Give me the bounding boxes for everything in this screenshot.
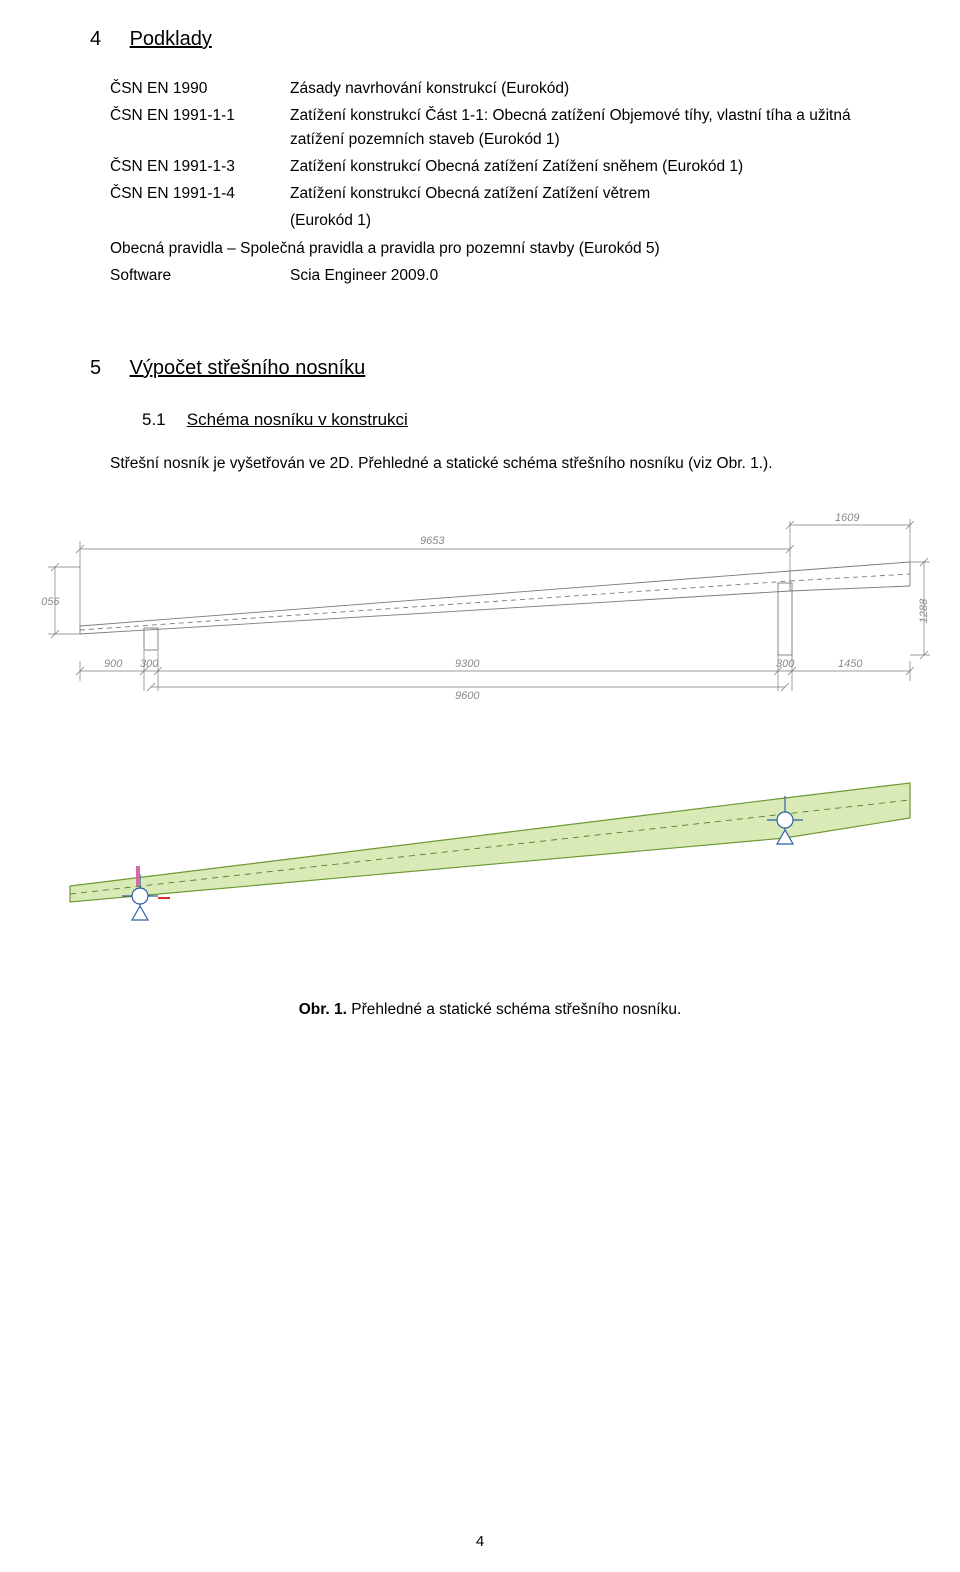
dim-b4: 1450 (838, 658, 863, 670)
def-term: ČSN EN 1990 (110, 77, 290, 100)
definitions-list: ČSN EN 1990 Zásady navrhování konstrukcí… (110, 77, 870, 287)
extra-line: Obecná pravidla – Společná pravidla a pr… (110, 237, 870, 260)
section-5-num: 5 (90, 357, 124, 380)
diagram-bottom (40, 746, 930, 961)
diagram-top: 9653 1609 1056 1056 (40, 511, 930, 706)
software-val: Scia Engineer 2009.0 (290, 264, 870, 287)
def-term: ČSN EN 1991-1-4 (110, 182, 290, 205)
def-val: (Eurokód 1) (290, 209, 870, 232)
caption-label: Obr. 1. (299, 1001, 347, 1018)
subsection-5-1-num: 5.1 (142, 410, 182, 430)
dim-b0: 900 (104, 658, 123, 670)
diagram-bottom-svg (40, 746, 930, 956)
dim-b2: 9300 (455, 658, 480, 670)
def-val: Zatížení konstrukcí Obecná zatížení Zatí… (290, 182, 870, 205)
def-row: ČSN EN 1991-1-4 Zatížení konstrukcí Obec… (110, 182, 870, 205)
def-term: ČSN EN 1991-1-1 (110, 104, 290, 127)
def-row-software: Software Scia Engineer 2009.0 (110, 264, 870, 287)
body-paragraph: Střešní nosník je vyšetřován ve 2D. Přeh… (110, 452, 870, 475)
def-row: ČSN EN 1990 Zásady navrhování konstrukcí… (110, 77, 870, 100)
dim-b3: 300 (776, 658, 795, 670)
dim-right-vert: 1288 (918, 598, 930, 623)
diagram-top-svg: 9653 1609 1056 1056 (40, 511, 930, 701)
def-row: (Eurokód 1) (110, 209, 870, 232)
section-4-num: 4 (90, 28, 124, 51)
dim-top-right: 1609 (835, 512, 859, 524)
def-val: Zatížení konstrukcí Část 1-1: Obecná zat… (290, 104, 870, 151)
def-row-extra: Obecná pravidla – Společná pravidla a pr… (110, 237, 870, 260)
def-row: ČSN EN 1991-1-3 Zatížení konstrukcí Obec… (110, 155, 870, 178)
dim-b1: 300 (140, 658, 159, 670)
caption-text: Přehledné a statické schéma střešního no… (351, 1001, 681, 1018)
pink-marker (136, 866, 140, 886)
software-term: Software (110, 264, 290, 287)
section-5-heading: 5 Výpočet střešního nosníku (90, 357, 870, 380)
figure-caption: Obr. 1. Přehledné a statické schéma stře… (110, 1001, 870, 1019)
def-term: ČSN EN 1991-1-3 (110, 155, 290, 178)
subsection-5-1-heading: 5.1 Schéma nosníku v konstrukci (142, 410, 870, 430)
section-4-title: Podklady (130, 28, 212, 50)
section-5-title: Výpočet střešního nosníku (130, 357, 366, 379)
dim-top-span: 9653 (420, 535, 445, 547)
dim-inner: 9600 (455, 690, 480, 701)
section-4-heading: 4 Podklady (90, 28, 870, 51)
subsection-5-1-title: Schéma nosníku v konstrukci (187, 410, 408, 429)
def-val: Zatížení konstrukcí Obecná zatížení Zatí… (290, 155, 870, 178)
def-row: ČSN EN 1991-1-1 Zatížení konstrukcí Část… (110, 104, 870, 151)
dim-left-vert-label: 1056 (40, 596, 60, 608)
def-val: Zásady navrhování konstrukcí (Eurokód) (290, 77, 870, 100)
page-number: 4 (0, 1533, 960, 1550)
